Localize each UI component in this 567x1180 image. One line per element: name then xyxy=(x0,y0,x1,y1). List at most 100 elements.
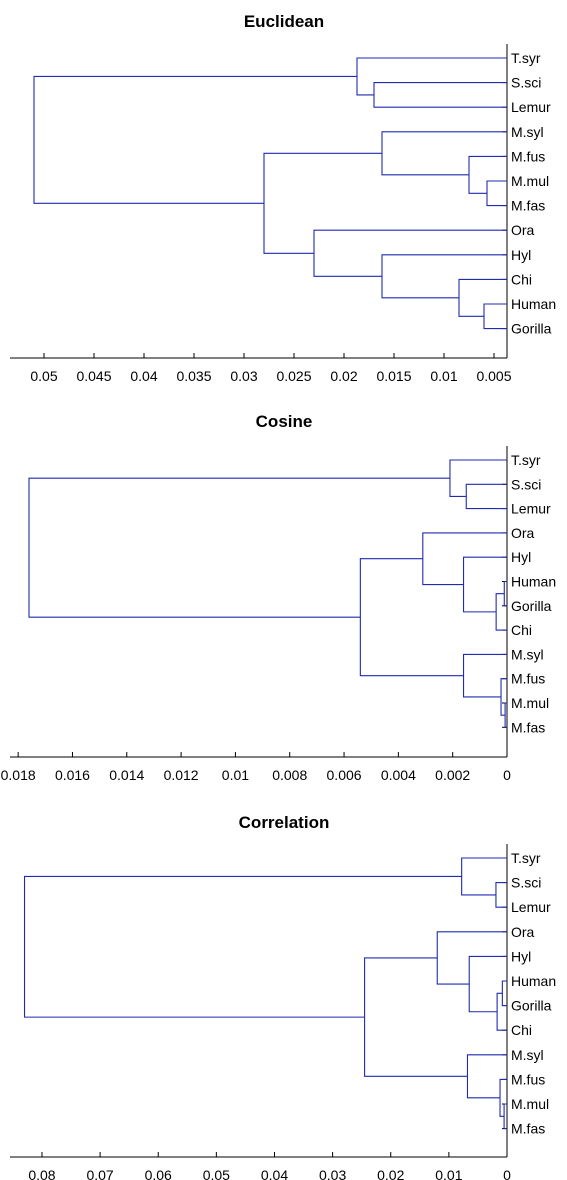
leaf-label: M.mul xyxy=(511,695,549,711)
x-tick-label: 0.02 xyxy=(330,368,357,384)
dendrogram-link xyxy=(468,955,507,1013)
x-tick-label: 0.01 xyxy=(222,767,249,783)
x-tick-label: 0.01 xyxy=(430,368,457,384)
x-tick-label: 0.05 xyxy=(203,1167,230,1180)
leaf-label: Hyl xyxy=(511,948,531,964)
leaf-label: Hyl xyxy=(511,549,531,565)
leaf-label: M.fus xyxy=(511,148,545,164)
leaf-label: S.sci xyxy=(511,75,541,91)
dendrogram-link xyxy=(381,131,507,176)
dendrogram-link xyxy=(495,882,507,908)
x-tick-label: 0.016 xyxy=(55,767,90,783)
chart-title: Cosine xyxy=(256,412,313,431)
leaf-label: Gorilla xyxy=(511,321,552,337)
x-tick-label: 0.04 xyxy=(261,1167,288,1180)
dendrogram-link xyxy=(33,75,357,204)
leaf-label: Ora xyxy=(511,924,535,940)
x-tick-label: 0.03 xyxy=(230,368,257,384)
x-tick-label: 0.035 xyxy=(176,368,211,384)
dendrogram-link xyxy=(356,57,507,96)
dendrogram-link xyxy=(499,1078,507,1117)
leaf-label: Gorilla xyxy=(511,998,552,1014)
x-tick-label: 0.025 xyxy=(276,368,311,384)
x-tick-label: 0.03 xyxy=(319,1167,346,1180)
leaf-label: Lemur xyxy=(511,99,551,115)
dendrogram-link xyxy=(364,957,468,1077)
x-tick-label: 0.015 xyxy=(376,368,411,384)
leaf-label: Chi xyxy=(511,271,532,287)
leaf-label: Human xyxy=(511,296,556,312)
dendrogram-link xyxy=(483,303,507,330)
x-tick-label: 0.045 xyxy=(76,368,111,384)
dendrogram-panel-3: Correlation 0.08 0.07 0.06 0.05 0.04 0.03 0.02 0… xyxy=(10,813,556,1180)
dendrogram-link xyxy=(495,593,507,631)
dendrogram-link xyxy=(359,558,464,677)
dendrogram-panel-1: Euclidean 0.05 0.045 0.04 0.035 0.03 0.025 0.02… xyxy=(10,12,556,384)
dendrogram-link xyxy=(381,254,507,299)
leaf-label: M.mul xyxy=(511,173,549,189)
x-tick-label: 0.004 xyxy=(381,767,416,783)
dendrogram-panel-2: Cosine 0.018 0.016 0.014 0.012 0.01 0.008 0.006… xyxy=(1,412,557,783)
x-tick-label: 0.012 xyxy=(164,767,199,783)
leaf-label: M.syl xyxy=(511,1047,544,1063)
leaf-label: Hyl xyxy=(511,247,531,263)
x-tick-label: 0.02 xyxy=(377,1167,404,1180)
dendrogram-link xyxy=(449,459,507,497)
dendrogram-link xyxy=(461,857,507,896)
leaf-label: Human xyxy=(511,574,556,590)
leaf-label: S.sci xyxy=(511,875,541,891)
x-tick-label: 0.06 xyxy=(145,1167,172,1180)
leaf-label: M.syl xyxy=(511,646,544,662)
dendrogram-link xyxy=(503,1103,507,1130)
dendrogram-link xyxy=(373,82,507,108)
x-tick-label: 0.008 xyxy=(272,767,307,783)
dendrogram-link xyxy=(313,229,507,277)
x-tick-label: 0.04 xyxy=(130,368,157,384)
leaf-label: Ora xyxy=(511,525,535,541)
x-tick-label: 0 xyxy=(503,767,511,783)
leaf-label: T.syr xyxy=(511,452,541,468)
x-tick-label: 0 xyxy=(503,1167,511,1180)
leaf-label: Lemur xyxy=(511,899,551,915)
dendrogram-link xyxy=(504,702,507,728)
leaf-label: Lemur xyxy=(511,501,551,517)
leaf-label: T.syr xyxy=(511,50,541,66)
leaf-label: M.mul xyxy=(511,1096,549,1112)
dendrogram-link xyxy=(422,532,507,586)
x-tick-label: 0.002 xyxy=(435,767,470,783)
dendrogram-link xyxy=(500,678,507,716)
chart-title: Correlation xyxy=(239,813,330,832)
x-tick-label: 0.07 xyxy=(86,1167,113,1180)
leaf-label: Chi xyxy=(511,1022,532,1038)
dendrogram-link xyxy=(28,477,450,618)
leaf-label: Chi xyxy=(511,622,532,638)
leaf-label: M.fus xyxy=(511,671,545,687)
leaf-label: T.syr xyxy=(511,850,541,866)
leaf-label: M.fus xyxy=(511,1071,545,1087)
x-tick-label: 0.05 xyxy=(30,368,57,384)
dendrogram-link xyxy=(458,278,507,317)
dendrogram-link xyxy=(468,155,507,194)
x-tick-label: 0.018 xyxy=(1,767,36,783)
dendrogram-link xyxy=(23,875,462,1018)
leaf-label: M.fas xyxy=(511,719,545,735)
leaf-label: M.syl xyxy=(511,124,544,140)
leaf-label: Human xyxy=(511,973,556,989)
dendrogram-link xyxy=(436,931,507,985)
x-tick-label: 0.01 xyxy=(435,1167,462,1180)
leaf-label: Gorilla xyxy=(511,598,552,614)
dendrogram-link xyxy=(486,180,507,207)
leaf-label: Ora xyxy=(511,222,535,238)
x-tick-label: 0.014 xyxy=(109,767,144,783)
leaf-label: M.fas xyxy=(511,1121,545,1137)
chart-title: Euclidean xyxy=(244,12,324,31)
leaf-label: S.sci xyxy=(511,476,541,492)
x-tick-label: 0.005 xyxy=(476,368,511,384)
dendrogram-link xyxy=(263,152,382,254)
x-tick-label: 0.08 xyxy=(28,1167,55,1180)
dendrogram-link xyxy=(466,1054,507,1099)
x-tick-label: 0.006 xyxy=(327,767,362,783)
leaf-label: M.fas xyxy=(511,198,545,214)
dendrogram-link xyxy=(501,980,507,1007)
